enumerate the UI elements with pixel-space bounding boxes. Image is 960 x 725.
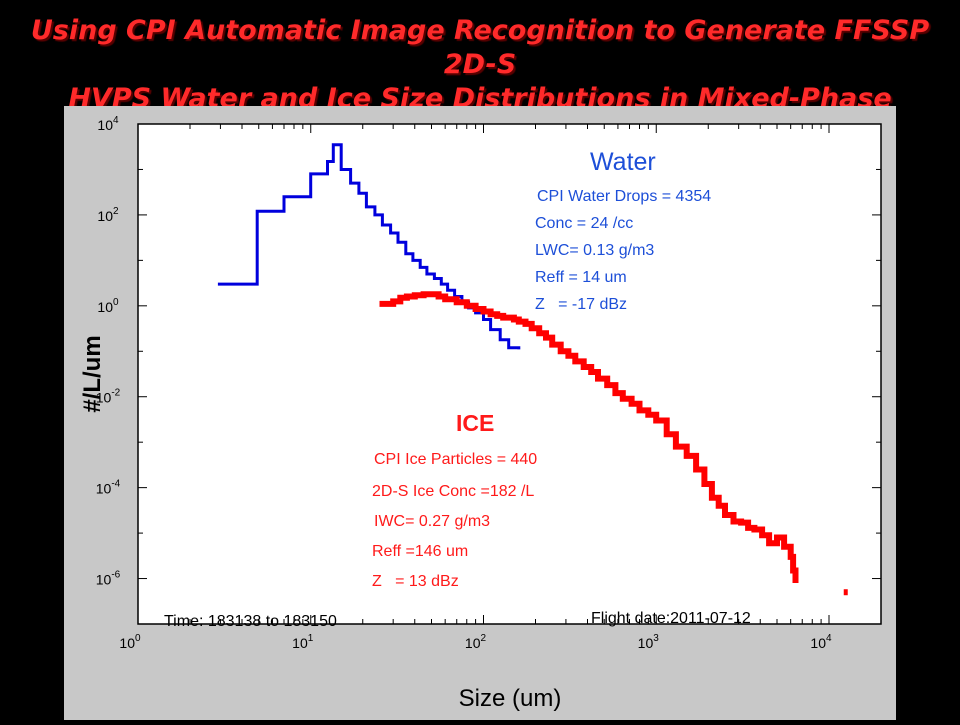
time-range-label: Time: 183138 to 183150 [164, 613, 337, 630]
water-annotation-1: CPI Water Drops = 4354 [537, 188, 711, 205]
size-distribution-chart: 100 101 102 103 104 10-6 10-4 10-2 100 102 104 Siz… [79, 115, 882, 712]
ice-annotation-2: 2D-S Ice Conc =182 /L [372, 483, 534, 500]
x-tick-label: 101 [292, 633, 314, 651]
y-tick-label: 10-4 [96, 479, 121, 497]
ice-annotation-5: Z = 13 dBz [372, 573, 459, 590]
ice-annotation-1: CPI Ice Particles = 440 [374, 451, 537, 468]
x-axis-label: Size (um) [459, 685, 562, 712]
size-distribution-figure: 100 101 102 103 104 10-6 10-4 10-2 100 102 104 Siz… [64, 106, 896, 720]
water-annotation-2: Conc = 24 /cc [535, 215, 633, 232]
series-layer [217, 143, 848, 596]
y-tick-label: 10-2 [96, 388, 121, 406]
x-tick-label: 103 [638, 633, 660, 651]
water-annotation-5: Z = -17 dBz [535, 296, 627, 313]
y-tick-label: 102 [97, 206, 119, 224]
ice-annotation-3: IWC= 0.27 g/m3 [374, 513, 490, 530]
ice-series-line [379, 291, 799, 583]
slide-title: Using CPI Automatic Image Recognition to… [0, 14, 960, 116]
ice-annotation-4: Reff =146 um [372, 543, 468, 560]
axis-ticks [137, 123, 882, 625]
water-heading: Water [590, 148, 656, 176]
water-annotation-3: LWC= 0.13 g/m3 [535, 242, 654, 259]
water-series-line [217, 143, 521, 350]
y-tick-label: 10-6 [96, 570, 121, 588]
y-axis-label: #/L/um [79, 335, 106, 412]
flight-date-label: Flight date:2011-07-12 [591, 610, 751, 627]
ice-heading: ICE [456, 410, 494, 436]
y-tick-label: 100 [97, 297, 119, 315]
ice-outlier-point [843, 589, 848, 596]
water-annotation-4: Reff = 14 um [535, 269, 627, 286]
axis-tick-labels: 100 101 102 103 104 10-6 10-4 10-2 100 102 104 [96, 115, 832, 651]
y-tick-label: 104 [97, 115, 119, 133]
x-tick-label: 100 [119, 633, 141, 651]
slide-title-line-1: Using CPI Automatic Image Recognition to… [30, 15, 930, 80]
x-tick-label: 104 [810, 633, 832, 651]
plot-area [137, 123, 882, 625]
x-tick-label: 102 [465, 633, 487, 651]
